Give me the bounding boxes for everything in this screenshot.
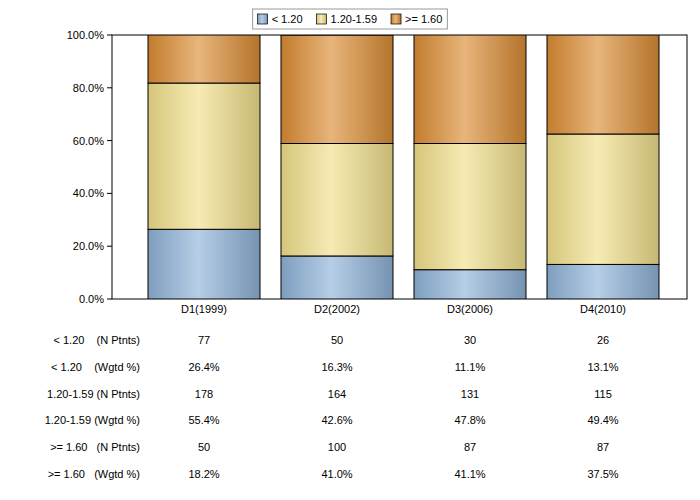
bar-segment [547,134,659,264]
table-cell: 100 [328,441,346,453]
bar-segment [281,144,393,256]
legend: < 1.20 1.20-1.59 >= 1.60 [253,9,448,29]
table-cell: 164 [328,388,346,400]
table-cell: 26 [597,334,609,346]
bar-segment [148,83,260,229]
table-cell: 37.5% [587,468,618,480]
y-tick [107,299,112,300]
table-cell: 87 [464,441,476,453]
bar-segment [547,35,659,134]
table-cell: 42.6% [321,414,352,426]
bar-segment [414,144,526,270]
table-cell: 18.2% [188,468,219,480]
table-cell: 50 [331,334,343,346]
table-cell: 41.1% [454,468,485,480]
y-tick [107,35,112,36]
plot-frame [112,35,687,299]
table-cell: 77 [198,334,210,346]
table-cell: 131 [461,388,479,400]
bar-segment [148,35,260,83]
table-cell: 49.4% [587,414,618,426]
bar-segment [281,256,393,299]
table-cell: 30 [464,334,476,346]
table-cell: 55.4% [188,414,219,426]
table-cell: 16.3% [321,361,352,373]
row-label: 1.20-1.59 (N Ptnts) [47,388,140,400]
bar-segment [281,35,393,143]
y-tick [107,246,112,247]
legend-label: >= 1.60 [405,13,442,25]
legend-swatch [391,14,401,24]
row-label: < 1.20 (N Ptnts) [53,334,140,346]
bar-segment [148,229,260,299]
y-tick [107,140,112,141]
bar-segment [547,264,659,299]
legend-label: 1.20-1.59 [331,13,377,25]
x-tick-label: D3(2006) [447,303,493,315]
x-tick-label: D4(2010) [580,303,626,315]
legend-swatch [317,14,327,24]
bars [148,35,659,299]
y-tick-label: 0.0% [79,293,104,305]
x-tick-label: D2(2002) [314,303,360,315]
table-cell: 41.0% [321,468,352,480]
y-tick-label: 40.0% [73,187,104,199]
bar-segment [414,270,526,299]
bar-segment [414,35,526,144]
row-label: >= 1.60 (Wgtd %) [48,468,140,480]
table-cell: 115 [594,388,612,400]
table-cell: 178 [195,388,213,400]
chart: 0.0% 20.0% 40.0% 60.0% 80.0% 100.0% D1(1999) D2… [0,0,700,500]
legend-frame [253,9,448,29]
table-cell: 50 [198,441,210,453]
table-cell: 26.4% [188,361,219,373]
row-label: >= 1.60 (N Ptnts) [50,441,140,453]
y-tick [107,87,112,88]
row-label: 1.20-1.59 (Wgtd %) [45,414,140,426]
y-tick-label: 100.0% [67,29,105,41]
legend-label: < 1.20 [272,13,303,25]
y-tick-label: 80.0% [73,82,104,94]
table-cell: 87 [597,441,609,453]
y-tick [107,193,112,194]
background [0,0,700,500]
x-tick-label: D1(1999) [181,303,227,315]
legend-swatch [258,14,268,24]
table-cell: 11.1% [455,361,486,373]
row-label: < 1.20 (Wgtd %) [51,361,140,373]
table-cell: 47.8% [454,414,485,426]
table-cell: 13.1% [587,361,618,373]
y-tick-label: 60.0% [73,135,104,147]
y-tick-label: 20.0% [73,240,104,252]
